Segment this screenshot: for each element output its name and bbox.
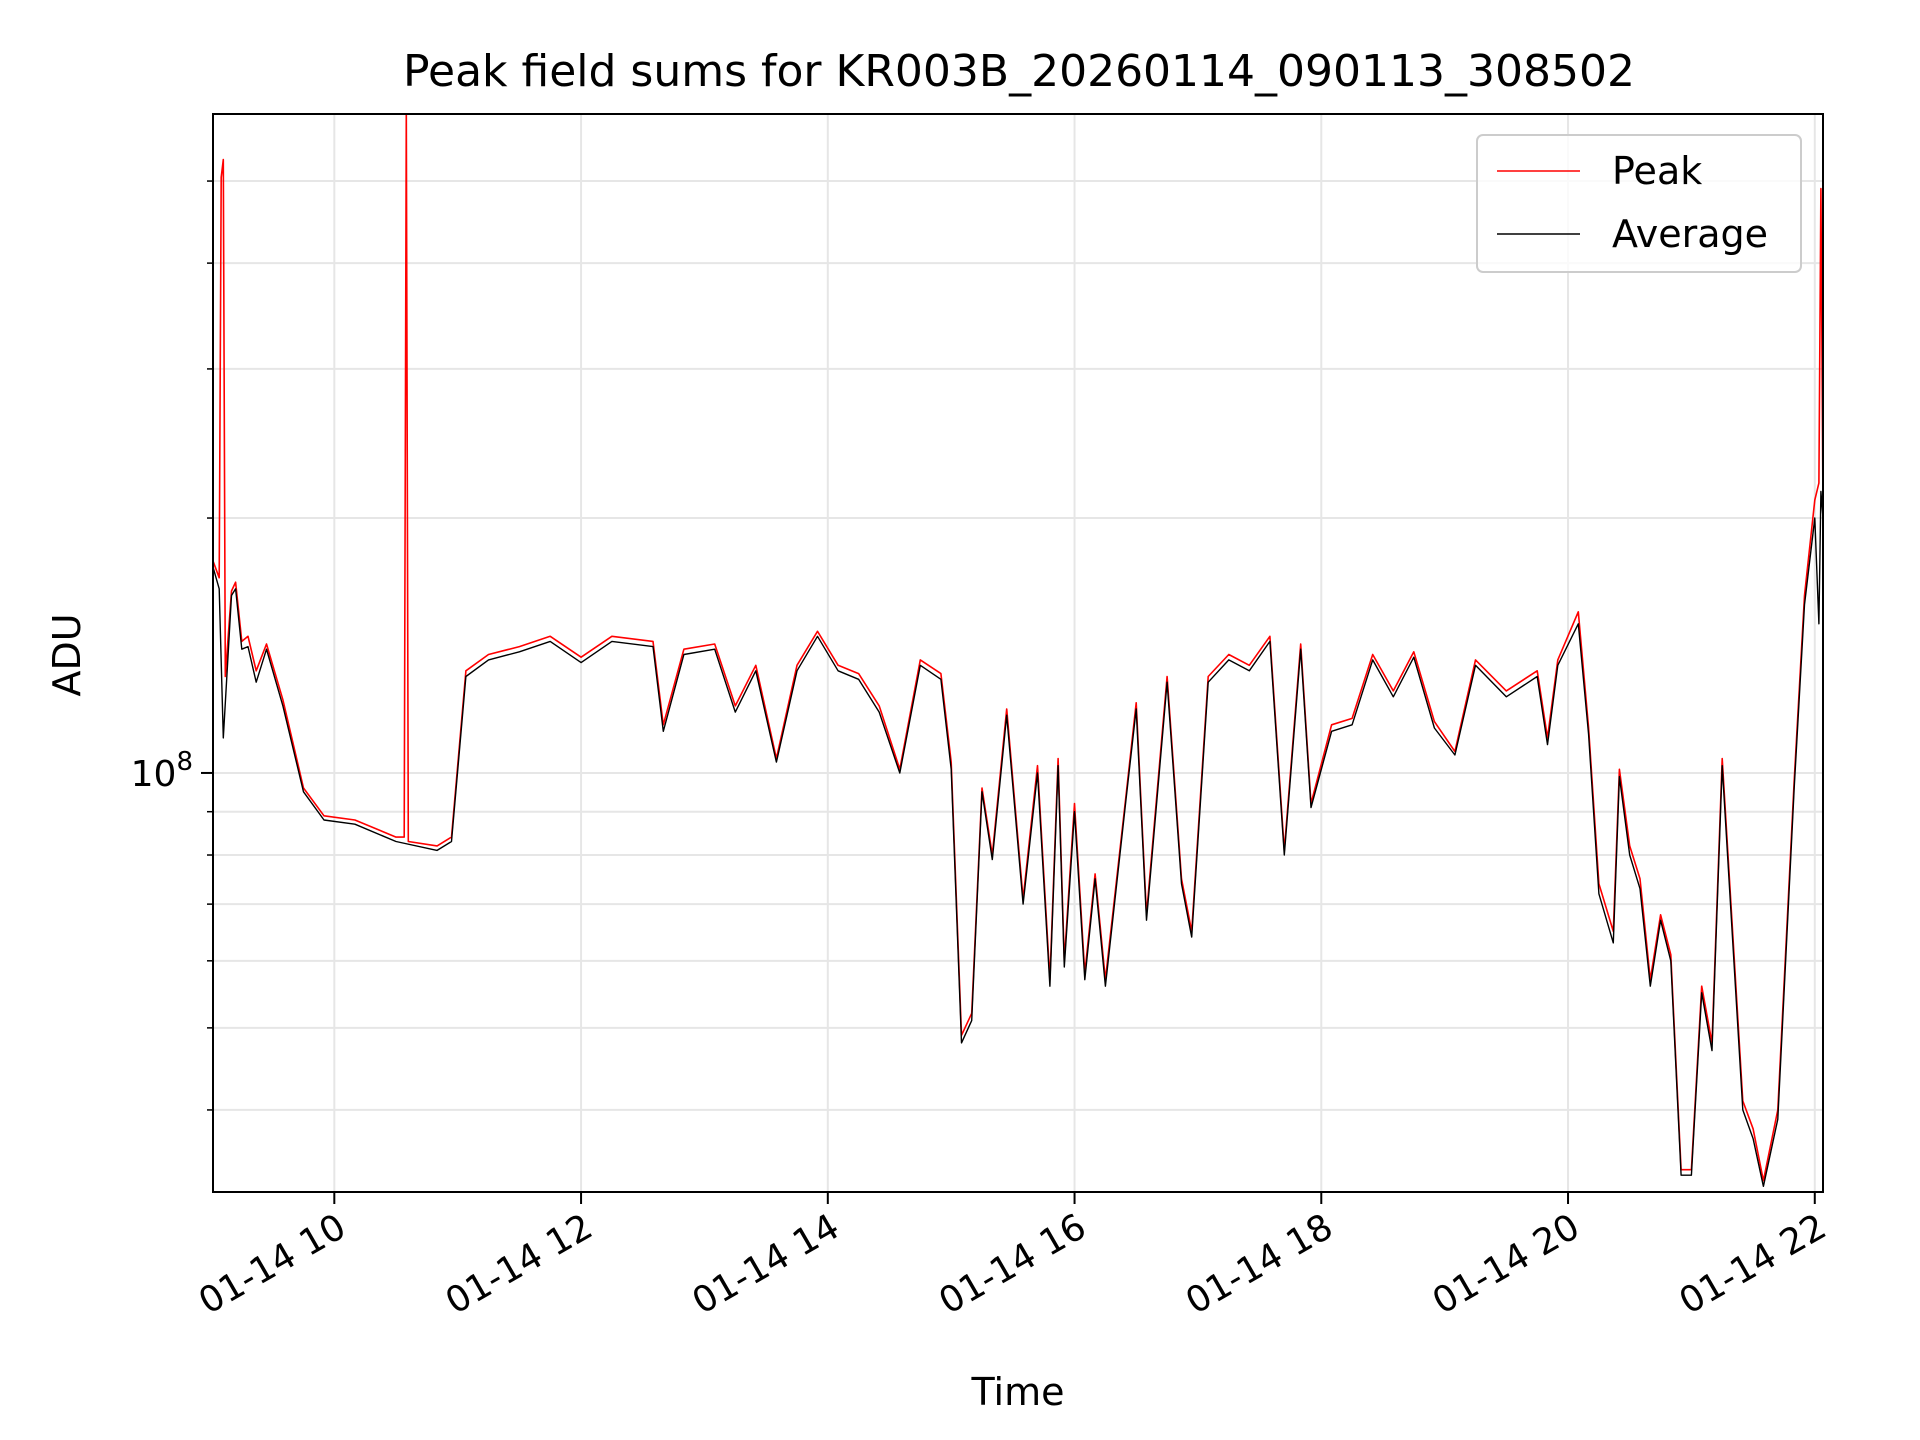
y-tick-label-base: 10 [131,754,177,795]
plot-frame [212,113,1824,1193]
legend-box [1476,134,1802,273]
y-axis: 108 [131,180,213,1111]
chart-title: Peak field sums for KR003B_20260114_0901… [403,46,1635,97]
series-line-peak [213,114,1823,1182]
series-layer [213,114,1823,1187]
legend: Peak Average [1476,134,1802,273]
legend-label-average: Average [1612,212,1768,256]
legend-label-peak: Peak [1612,149,1702,193]
series-line-average [213,490,1823,1187]
grid [213,114,1823,1192]
y-axis-label: ADU [45,613,89,696]
y-tick-label-exponent: 8 [176,747,193,777]
x-axis-label: Time [971,1370,1065,1414]
y-tick-label: 108 [131,747,193,795]
